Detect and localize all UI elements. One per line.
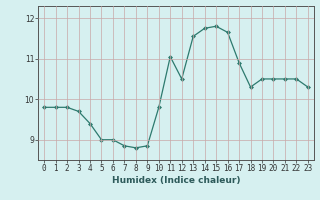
X-axis label: Humidex (Indice chaleur): Humidex (Indice chaleur) — [112, 176, 240, 185]
